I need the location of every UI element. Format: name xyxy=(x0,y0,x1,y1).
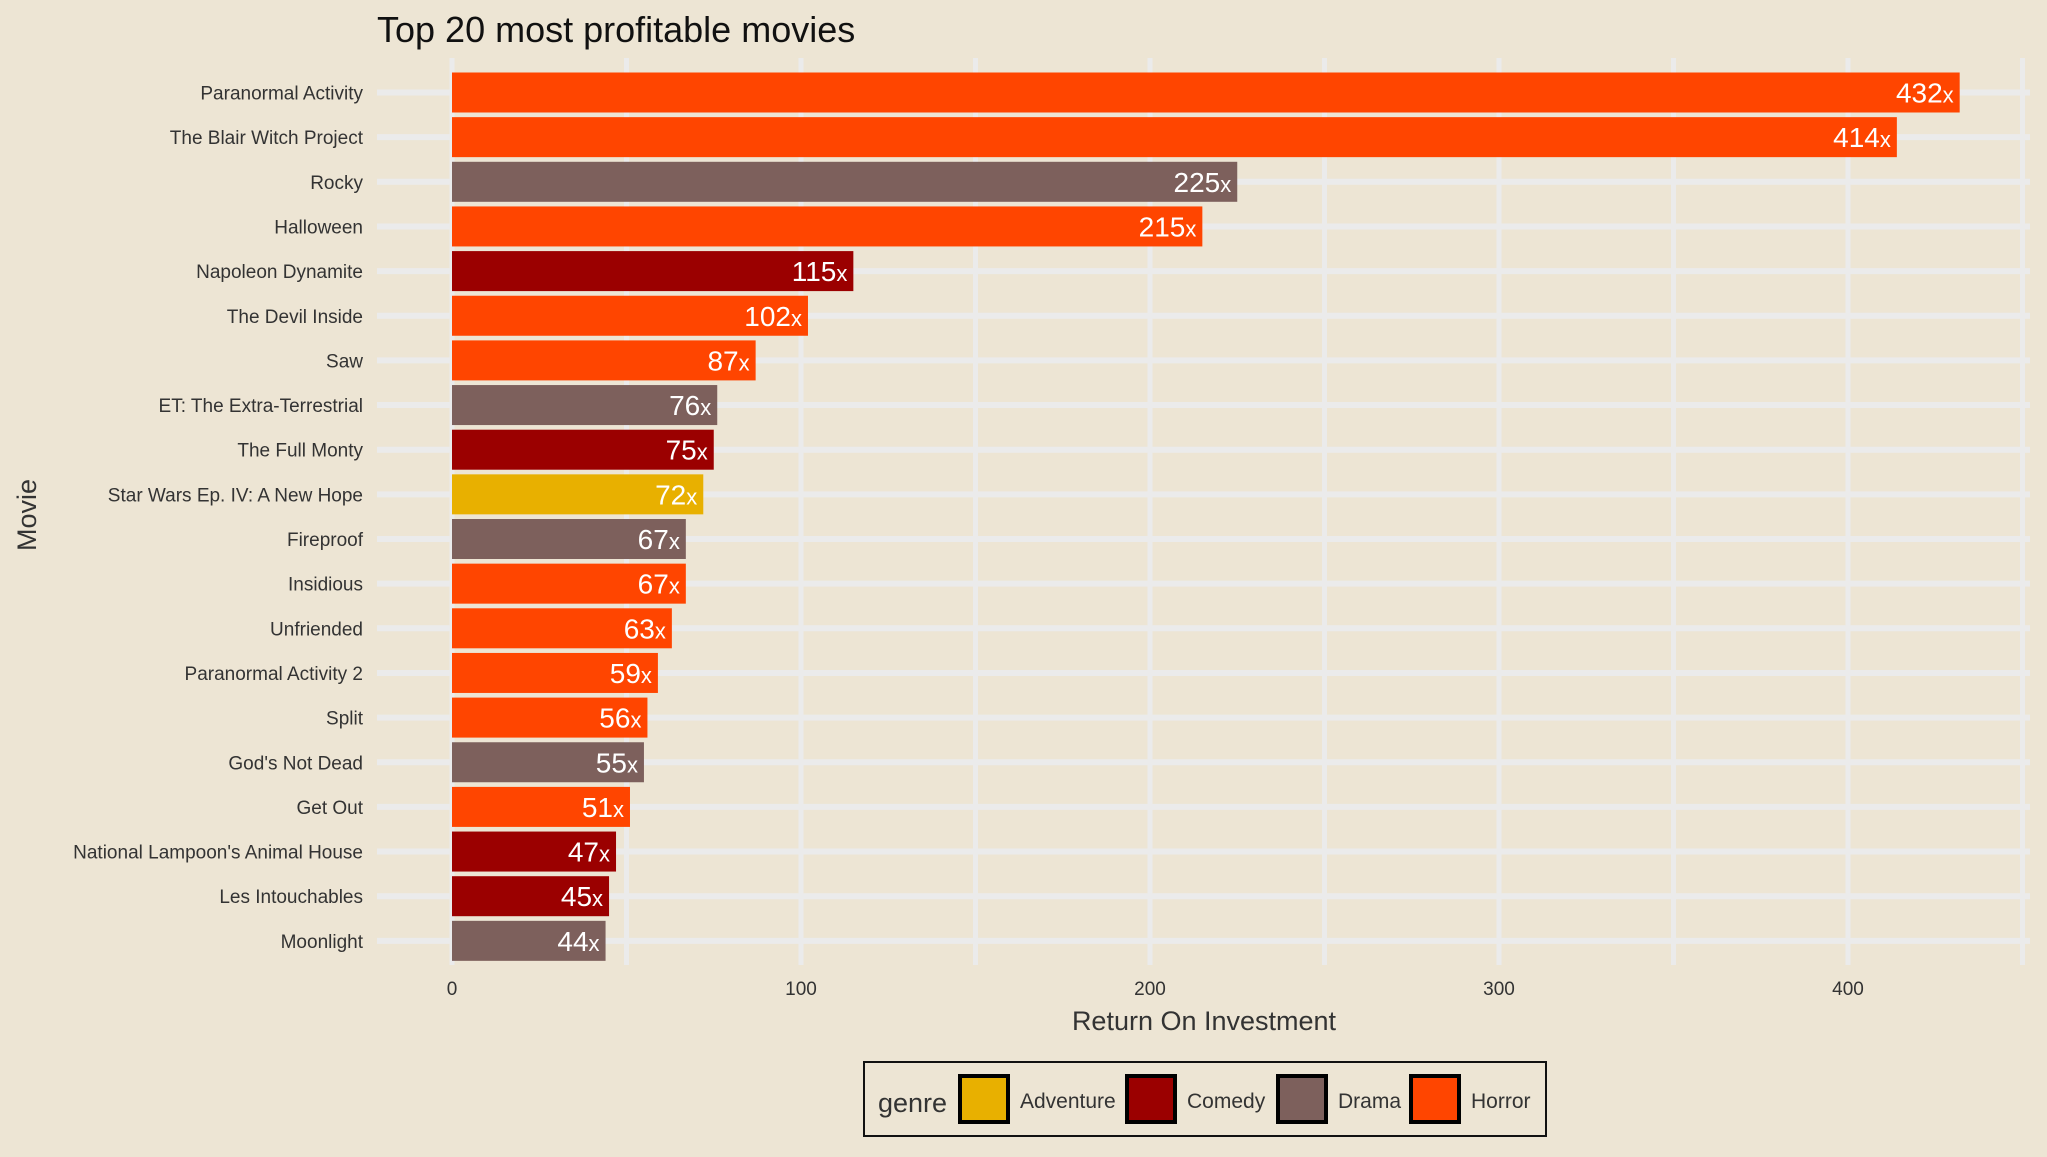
bar xyxy=(452,876,610,917)
y-tick-label: National Lampoon's Animal House xyxy=(73,843,363,864)
bar-value-label: 225x xyxy=(1174,167,1232,198)
x-tick-label: 300 xyxy=(1483,979,1515,1000)
legend-box xyxy=(863,1061,1547,1137)
bar-value-label: 63x xyxy=(624,613,666,644)
x-tick-labels: 0 100 200 300 400 xyxy=(447,979,1864,1000)
legend-swatch xyxy=(1409,1074,1461,1124)
y-tick-label: Star Wars Ep. IV: A New Hope xyxy=(108,485,363,506)
y-tick-label: Moonlight xyxy=(281,932,364,953)
y-tick-label: The Full Monty xyxy=(237,441,363,462)
bar xyxy=(452,72,1960,113)
y-tick-label: Paranormal Activity 2 xyxy=(185,664,363,685)
x-axis-title: Return On Investment xyxy=(1072,1006,1337,1036)
bar xyxy=(452,251,854,292)
bar xyxy=(452,519,686,559)
y-axis-title: Movie xyxy=(12,479,42,551)
bar xyxy=(452,652,658,693)
bar xyxy=(452,608,672,649)
bar xyxy=(452,161,1238,202)
y-tick-label: The Devil Inside xyxy=(227,307,363,328)
y-tick-label: Fireproof xyxy=(287,530,364,551)
x-tick-label: 0 xyxy=(447,979,458,1000)
bar xyxy=(452,786,630,827)
bar-value-label: 215x xyxy=(1139,211,1197,242)
bar-value-label: 87x xyxy=(707,345,749,376)
y-tick-label: Napoleon Dynamite xyxy=(196,262,363,283)
y-tick-labels: Paranormal Activity The Blair Witch Proje… xyxy=(73,84,364,953)
legend-title: genre xyxy=(878,1088,947,1118)
legend-label: Horror xyxy=(1471,1090,1531,1113)
bar-value-label: 115x xyxy=(792,256,848,287)
bar xyxy=(452,831,617,872)
y-tick-label: Saw xyxy=(326,351,363,372)
legend-swatch xyxy=(958,1074,1010,1124)
bar-value-label: 56x xyxy=(599,703,641,734)
bar xyxy=(452,117,1897,158)
y-tick-label: God's Not Dead xyxy=(228,753,363,774)
y-tick-label: Split xyxy=(326,709,364,730)
y-tick-label: The Blair Witch Project xyxy=(170,128,364,149)
legend: genre Adventure Comedy Drama Horror xyxy=(863,1061,1547,1137)
bar-value-label: 75x xyxy=(666,435,708,466)
legend-label: Comedy xyxy=(1187,1090,1266,1113)
legend-label: Drama xyxy=(1338,1090,1401,1113)
y-tick-label: Insidious xyxy=(288,575,363,596)
bar-value-label: 102x xyxy=(744,301,802,332)
bar-value-label: 44x xyxy=(557,926,599,957)
bar-value-label: 55x xyxy=(596,747,638,778)
bar-value-label: 51x xyxy=(582,792,624,823)
bar xyxy=(452,206,1203,247)
bar xyxy=(452,340,756,381)
bar-value-label: 414x xyxy=(1833,122,1891,153)
chart-title: Top 20 most profitable movies xyxy=(377,9,855,50)
bar xyxy=(452,429,714,470)
bar xyxy=(452,563,686,604)
y-tick-label: ET: The Extra-Terrestrial xyxy=(159,396,363,417)
x-tick-label: 200 xyxy=(1134,979,1166,1000)
y-tick-label: Halloween xyxy=(274,217,363,238)
bar xyxy=(452,385,718,426)
bar-value-label: 76x xyxy=(669,390,711,421)
y-tick-label: Get Out xyxy=(296,798,363,819)
legend-swatch xyxy=(1125,1074,1177,1124)
bar-value-label: 45x xyxy=(561,881,603,912)
y-tick-label: Les Intouchables xyxy=(219,887,363,908)
bar-value-label: 67x xyxy=(638,524,680,555)
bar xyxy=(452,920,606,961)
bar-value-label: 59x xyxy=(610,658,652,689)
bar-value-label: 72x xyxy=(655,479,697,510)
y-tick-label: Unfriended xyxy=(270,619,363,640)
bar xyxy=(452,295,808,336)
x-tick-label: 400 xyxy=(1832,979,1864,1000)
bar-value-label: 432x xyxy=(1896,78,1954,109)
y-tick-label: Paranormal Activity xyxy=(200,84,363,105)
x-tick-label: 100 xyxy=(785,979,817,1000)
legend-label: Adventure xyxy=(1020,1090,1116,1113)
bar-value-label: 47x xyxy=(568,837,610,868)
legend-swatch xyxy=(1276,1074,1328,1124)
bar xyxy=(452,742,644,783)
bar xyxy=(452,474,704,515)
bar-value-label: 67x xyxy=(638,569,680,600)
bar xyxy=(452,697,648,738)
y-tick-label: Rocky xyxy=(310,173,363,194)
